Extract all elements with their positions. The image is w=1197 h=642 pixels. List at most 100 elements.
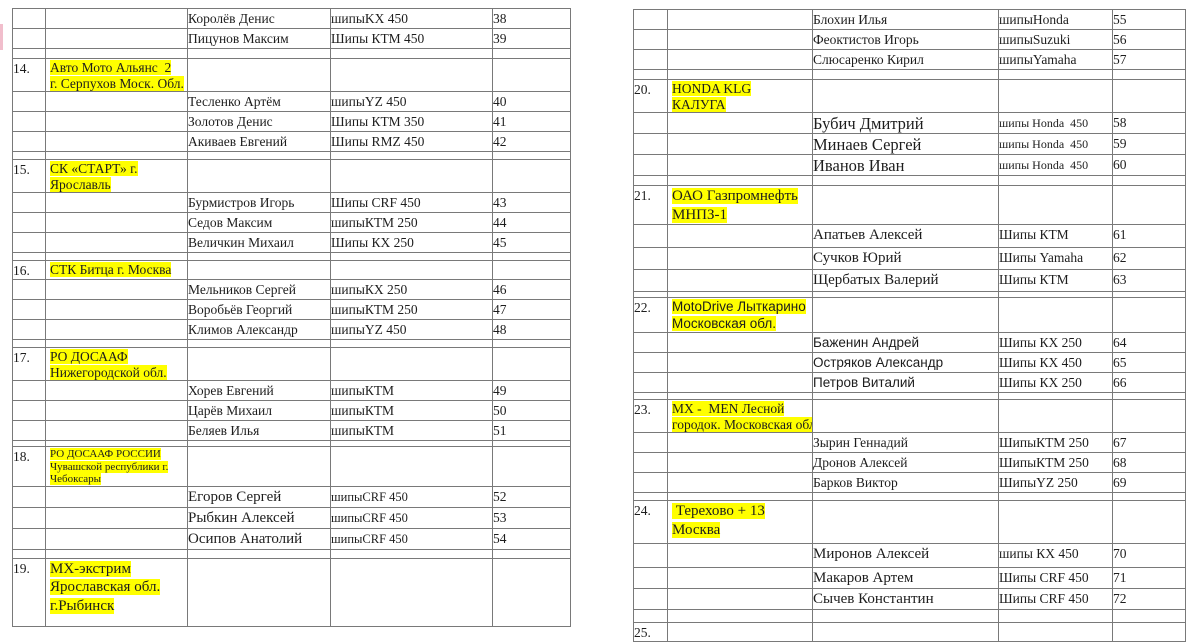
empty-cell [187,58,331,92]
empty-cell [812,69,999,80]
team-name-cell: РО ДОСААФ Нижегородской обл. [45,347,188,381]
spacer-row [633,175,1186,186]
tire-spec-cell: Шипы КТМ 450 [330,28,493,49]
rider-name-cell: Золотов Денис [187,111,331,132]
empty-cell [633,609,668,623]
empty-cell [667,332,813,353]
start-number-cell: 52 [492,485,571,508]
team-name-line: Ярославль [47,176,187,192]
empty-cell [45,28,188,49]
rider-row: Воробьёв Георгий шипыКТМ 250 47 [12,299,571,320]
rider-name-cell: Апатьев Алексей [812,224,999,248]
team-name-highlight: городок. Московская обл. [672,416,812,432]
empty-cell [998,297,1113,333]
empty-cell [667,269,813,292]
empty-cell [633,29,668,50]
start-number-cell: 69 [1112,472,1186,493]
rider-row: Царёв Михаил шипыКТМ 50 [12,400,571,421]
tire-spec-cell: ШипыYZ 250 [998,472,1113,493]
rider-row: Апатьев Алексей Шипы КТМ 61 [633,224,1186,248]
empty-cell [330,48,493,59]
document-page: Королёв Денис шипыKX 450 38 Пицунов Максим Ш… [0,8,1186,642]
rider-row: Миронов Алексей шипы КХ 450 70 [633,543,1186,568]
spacer-row [633,609,1186,623]
tire-spec-cell: шипыКТМ [330,420,493,441]
start-number-cell: 64 [1112,332,1186,353]
empty-cell [45,151,188,160]
rider-name-cell: Слюсаренко Кирил [812,49,999,70]
team-name-line: МХ-экстрим [47,560,187,579]
start-number-cell: 71 [1112,567,1186,589]
team-number-cell: 24. [633,500,668,544]
empty-cell [330,159,493,193]
empty-cell [45,400,188,421]
team-name-highlight: Нижегородской обл. [50,364,167,380]
empty-cell [667,29,813,50]
team-name-cell: HONDA KLG КАЛУГА [667,79,813,113]
team-row: 17. РО ДОСААФ Нижегородской обл. [12,347,571,381]
rider-row: Дронов Алексей ШипыКТМ 250 68 [633,452,1186,473]
rider-name-cell: Климов Александр [187,319,331,340]
team-name-line: Москва [669,521,812,540]
empty-cell [45,339,188,348]
start-number-cell: 63 [1112,269,1186,292]
tire-spec-cell: шипыSuzuki [998,29,1113,50]
empty-cell [492,151,571,160]
empty-cell [492,260,571,280]
team-name-highlight: МХ - MEN Лесной [672,401,785,416]
rider-name-cell: Воробьёв Георгий [187,299,331,320]
empty-cell [1112,297,1186,333]
team-name-line: СК «СТАРТ» г. [47,161,187,177]
empty-cell [12,192,46,213]
rider-row: Акиваев Евгений Шипы RMZ 450 42 [12,131,571,152]
team-name-line: г. Серпухов Моск. Обл. [47,75,187,91]
empty-cell [12,527,46,550]
empty-cell [187,548,331,559]
team-name-line: КАЛУГА [669,96,812,112]
rider-name-cell: Пицунов Максим [187,28,331,49]
start-number-cell: 43 [492,192,571,213]
team-name-highlight: Терехово + 13 [672,503,765,519]
team-row: 19. МХ-экстрим Ярославская обл. г.Рыбинск [12,557,571,627]
empty-cell [492,557,571,627]
team-name-highlight: Ярославская обл. [50,579,161,595]
margin-mark [0,24,3,50]
team-name-cell: СК «СТАРТ» г. Ярославль [45,159,188,193]
tire-spec-cell: шипыCRF 450 [330,485,493,508]
rider-name-cell: Феоктистов Игорь [812,29,999,50]
rider-row: Седов Максим шипыКТМ 250 44 [12,212,571,233]
empty-cell [45,319,188,340]
team-name-line: Нижегородской обл. [47,364,187,380]
empty-cell [812,297,999,333]
empty-cell [667,472,813,493]
empty-cell [633,452,668,473]
tire-spec-cell: Шипы CRF 450 [998,588,1113,610]
start-number-cell: 46 [492,279,571,300]
team-name-highlight: Чувашской республики г. [50,460,169,473]
team-name-line: Московская обл. [669,315,812,332]
empty-cell [492,548,571,559]
empty-cell [998,79,1113,113]
team-name-line: Чебоксары [47,473,187,485]
team-row: 22. MotoDrive Лыткарино Московская обл. [633,297,1186,333]
empty-cell [45,279,188,300]
team-number-cell: 16. [12,260,46,280]
empty-cell [998,500,1113,544]
empty-cell [998,392,1113,400]
empty-cell [633,472,668,493]
start-number-cell: 44 [492,212,571,233]
tire-spec-cell: Шипы КХ 250 [998,372,1113,393]
tire-spec-cell: шипы Honda 450 [998,154,1113,176]
rider-row: Хорев Евгений шипыКТМ 49 [12,380,571,401]
rider-row: Феоктистов Игорь шипыSuzuki 56 [633,29,1186,50]
team-name-highlight: Московская обл. [672,315,777,331]
rider-name-cell: Мельников Сергей [187,279,331,300]
rider-row: Бурмистров Игорь Шипы CRF 450 43 [12,192,571,213]
empty-cell [667,175,813,186]
rider-name-cell: Макаров Артем [812,567,999,589]
team-name-highlight: МХ-экстрим [50,560,131,577]
tire-spec-cell: шипыYZ 450 [330,319,493,340]
start-number-cell: 51 [492,420,571,441]
empty-cell [492,48,571,59]
empty-cell [330,260,493,280]
